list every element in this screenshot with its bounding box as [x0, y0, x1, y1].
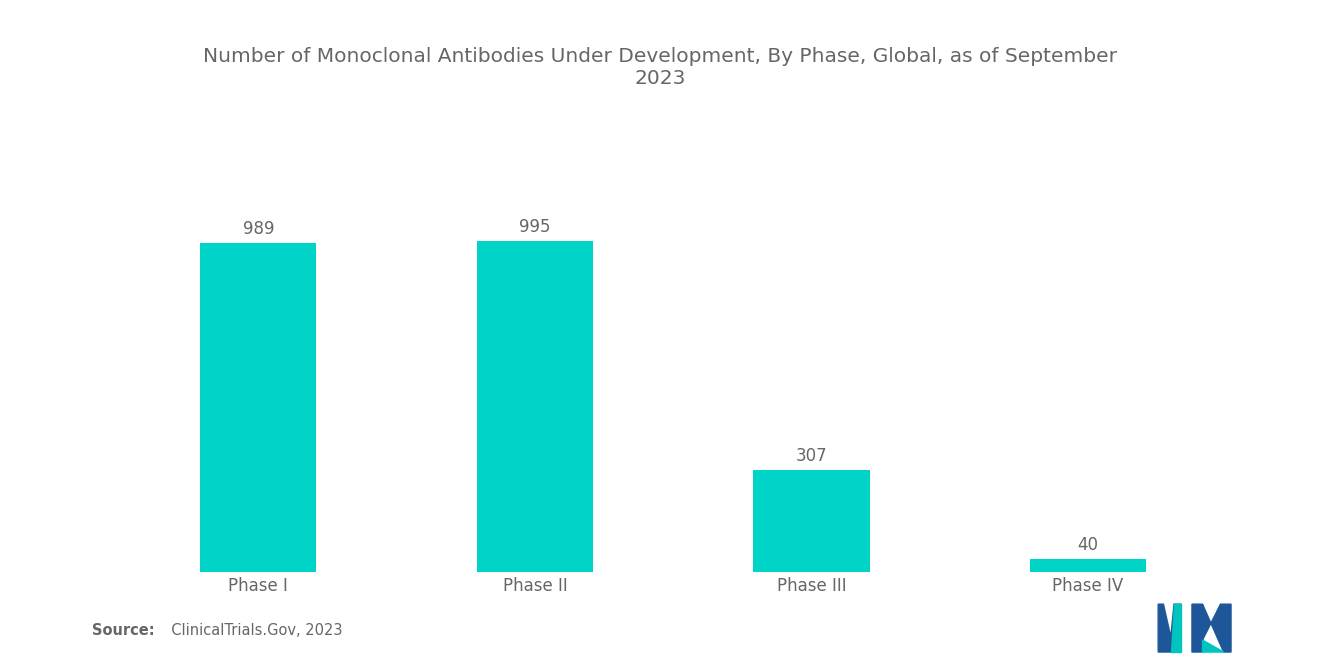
Text: Number of Monoclonal Antibodies Under Development, By Phase, Global, as of Septe: Number of Monoclonal Antibodies Under De…: [203, 47, 1117, 88]
Polygon shape: [1192, 604, 1232, 652]
Text: 307: 307: [796, 447, 828, 465]
Text: 989: 989: [243, 220, 275, 238]
Polygon shape: [1203, 640, 1224, 652]
Text: 995: 995: [519, 218, 550, 236]
Text: 40: 40: [1077, 535, 1098, 553]
Bar: [1030, 559, 1146, 572]
Text: Source:: Source:: [92, 623, 154, 638]
Polygon shape: [1171, 604, 1181, 652]
Bar: [754, 469, 870, 572]
Polygon shape: [1158, 604, 1181, 652]
Text: ClinicalTrials.Gov, 2023: ClinicalTrials.Gov, 2023: [162, 623, 343, 638]
Bar: [201, 243, 317, 572]
Bar: [477, 241, 593, 572]
